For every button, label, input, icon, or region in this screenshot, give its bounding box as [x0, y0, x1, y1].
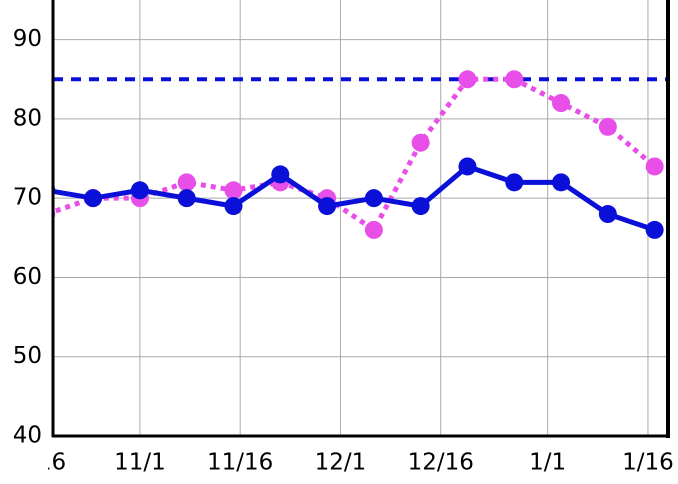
data-point: [411, 133, 430, 152]
data-point: [552, 94, 571, 113]
data-point: [411, 197, 430, 216]
data-point: [364, 220, 383, 239]
x-tick-label: 1/16: [622, 450, 674, 476]
data-point: [505, 173, 524, 192]
x-tick-label: 12/1: [315, 450, 367, 476]
plot-area: [53, 70, 668, 239]
grid: [53, 0, 668, 437]
data-point: [552, 173, 571, 192]
x-tick-label: 12/16: [408, 450, 474, 476]
y-tick-label: 40: [13, 423, 42, 449]
y-tick-label: 60: [13, 264, 42, 290]
data-point: [505, 70, 524, 89]
data-point: [318, 197, 337, 216]
y-tick-label: 80: [13, 105, 42, 131]
data-point: [177, 189, 196, 208]
data-point: [84, 189, 103, 208]
data-point: [458, 157, 477, 176]
data-point: [598, 205, 617, 224]
x-labels: 10/16 11/1 11/16 12/1 12/16 1/1 1/16: [0, 450, 674, 476]
x-tick-label: 11/1: [114, 450, 166, 476]
data-point: [177, 173, 196, 192]
data-point: [598, 117, 617, 136]
data-point: [224, 197, 243, 216]
data-point: [130, 181, 149, 200]
y-tick-label: 70: [13, 185, 42, 211]
y-labels: 40 50 60 70 80 90: [13, 26, 42, 448]
data-point: [645, 220, 664, 239]
x-tick-label: 10/16: [0, 450, 66, 476]
data-point: [645, 157, 664, 176]
x-tick-label: 11/16: [207, 450, 273, 476]
data-point: [271, 165, 290, 184]
y-tick-label: 90: [13, 26, 42, 52]
y-tick-label: 50: [13, 343, 42, 369]
x-tick-label: 1/1: [529, 450, 566, 476]
data-point: [364, 189, 383, 208]
data-point: [458, 70, 477, 89]
data-point: [224, 181, 243, 200]
